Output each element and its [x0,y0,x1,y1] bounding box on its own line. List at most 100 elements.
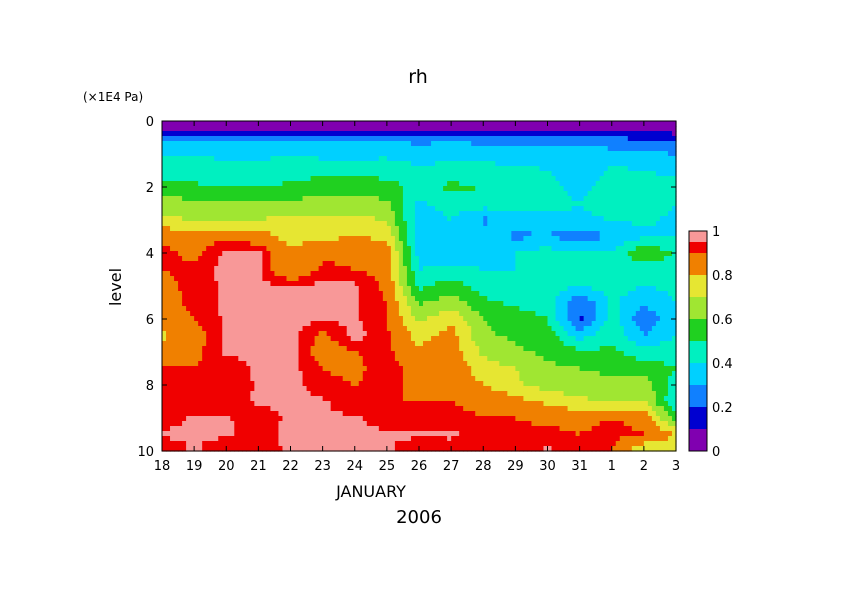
heatmap-cell [162,271,167,277]
heatmap-cell [326,186,332,192]
heatmap-cell [342,136,348,142]
heatmap-cell [390,156,396,162]
heatmap-cell [310,166,316,172]
heatmap-cell [230,271,235,277]
heatmap-cell [463,216,468,222]
heatmap-cell [627,181,633,187]
heatmap-cell [378,186,384,192]
heatmap-cell [543,241,549,247]
heatmap-cell [491,276,496,282]
heatmap-cell [182,291,187,297]
heatmap-cell [398,156,404,162]
heatmap-cell [507,176,512,182]
heatmap-cell [439,266,444,272]
heatmap-cell [262,136,268,142]
heatmap-cell [390,171,396,177]
heatmap-cell [358,231,364,237]
heatmap-cell [326,241,332,247]
heatmap-cell [354,241,360,247]
heatmap-cell [354,191,360,197]
heatmap-cell [643,136,649,142]
heatmap-cell [182,266,187,272]
heatmap-cell [447,161,452,167]
heatmap-cell [414,161,420,167]
heatmap-cell [414,136,420,142]
heatmap-cell [306,266,312,272]
heatmap-cell [214,166,219,172]
heatmap-cell [647,146,653,152]
heatmap-cell [511,266,516,272]
heatmap-cell [571,296,577,302]
heatmap-cell [330,141,336,147]
heatmap-cell [294,256,300,262]
heatmap-cell [643,171,649,177]
heatmap-cell [262,126,268,132]
heatmap-cell [515,201,520,207]
heatmap-cell [230,231,235,237]
heatmap-cell [290,146,296,152]
heatmap-cell [346,146,352,152]
heatmap-cell [298,121,304,127]
heatmap-cell [298,226,304,232]
heatmap-cell [615,171,621,177]
heatmap-cell [306,281,312,287]
heatmap-cell [591,176,597,182]
heatmap-cell [250,131,255,137]
heatmap-cell [519,256,525,262]
heatmap-cell [499,146,504,152]
heatmap-cell [503,161,508,167]
heatmap-cell [439,196,444,202]
heatmap-cell [270,296,276,302]
heatmap-cell [358,176,364,182]
heatmap-cell [671,236,677,242]
heatmap-cell [499,206,504,212]
heatmap-cell [350,256,356,262]
heatmap-cell [599,141,605,147]
heatmap-cell [619,211,625,217]
heatmap-cell [286,226,292,232]
heatmap-cell [338,271,344,277]
heatmap-cell [591,281,597,287]
heatmap-cell [567,301,573,307]
heatmap-cell [290,256,296,262]
heatmap-cell [370,306,376,312]
heatmap-cell [270,291,276,297]
heatmap-cell [222,306,227,312]
heatmap-cell [643,311,649,317]
heatmap-cell [559,271,565,277]
heatmap-cell [270,261,276,267]
heatmap-cell [579,261,585,267]
heatmap-cell [262,206,268,212]
heatmap-cell [435,211,440,217]
heatmap-cell [206,306,211,312]
heatmap-cell [366,226,372,232]
heatmap-cell [286,221,292,227]
heatmap-cell [539,286,545,292]
heatmap-cell [491,301,496,307]
heatmap-cell [467,146,472,152]
heatmap-cell [242,211,247,217]
heatmap-cell [322,186,328,192]
heatmap-cell [527,296,533,302]
heatmap-cell [571,276,577,282]
heatmap-cell [475,241,480,247]
heatmap-cell [294,196,300,202]
heatmap-cell [234,311,239,317]
heatmap-cell [507,291,512,297]
heatmap-cell [366,181,372,187]
heatmap-cell [587,296,593,302]
heatmap-cell [342,251,348,257]
heatmap-cell [306,206,312,212]
heatmap-cell [230,211,235,217]
heatmap-cell [463,296,468,302]
heatmap-cell [591,236,597,242]
heatmap-cell [374,166,380,172]
heatmap-cell [410,141,416,147]
heatmap-cell [427,121,432,127]
heatmap-cell [342,171,348,177]
heatmap-cell [334,291,340,297]
heatmap-cell [322,181,328,187]
heatmap-cell [671,266,677,272]
heatmap-cell [599,231,605,237]
heatmap-cell [491,241,496,247]
